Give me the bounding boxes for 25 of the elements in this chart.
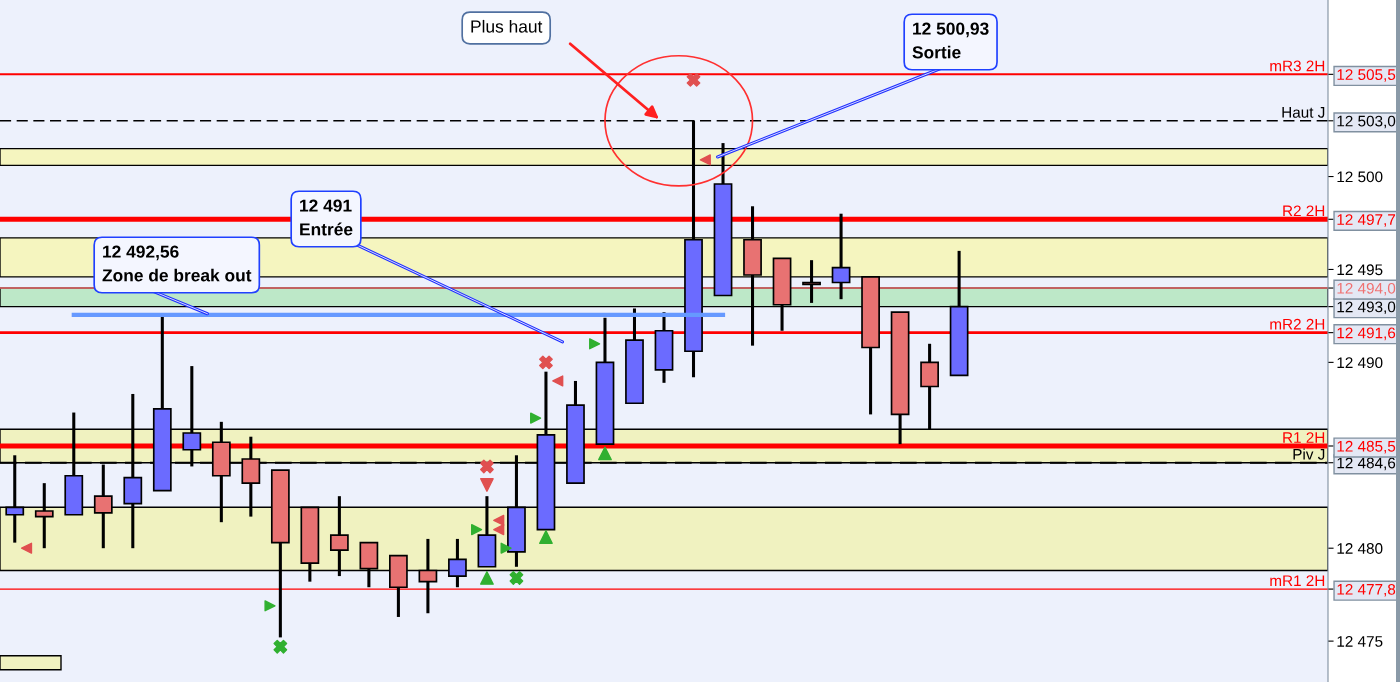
- annotation: 12 492,56 Zone de break out: [102, 245, 252, 282]
- annotation: 12 491 Entrée: [300, 199, 353, 236]
- y-tick-label: 12 480: [1337, 543, 1383, 554]
- y-tick-label: 12 495: [1337, 264, 1383, 276]
- ref-line-label: R2 2H: [1283, 205, 1325, 217]
- ref-line-label: R1 2H: [1283, 432, 1325, 443]
- ref-line-label: mR2 2H: [1270, 318, 1325, 330]
- y-tick-label: 12 477,8: [1337, 583, 1396, 597]
- y-tick-label: 12 484,6: [1337, 457, 1396, 471]
- ref-line-label: Haut J: [1282, 107, 1325, 118]
- y-tick-label: 12 493,0: [1337, 301, 1396, 315]
- y-tick-label: 12 500: [1337, 171, 1383, 183]
- y-tick-label: 12 491,6: [1337, 327, 1396, 341]
- y-tick-label: 12 485,5: [1337, 440, 1396, 454]
- ref-line-label: mR1 2H: [1270, 575, 1325, 586]
- y-tick-label: 12 503,0: [1337, 115, 1396, 129]
- annotation: Plus haut: [471, 19, 543, 33]
- annotation: 12 500,93 Sortie: [912, 22, 989, 59]
- y-tick-label: 12 497,7: [1337, 214, 1396, 227]
- ref-line-label: mR3 2H: [1270, 60, 1325, 72]
- y-tick-label: 12 494,0: [1337, 282, 1396, 296]
- y-tick-label: 12 490: [1337, 357, 1383, 369]
- ref-line-label: Piv J: [1293, 448, 1325, 460]
- y-tick-label: 12 475: [1337, 635, 1383, 647]
- y-tick-label: 12 505,5: [1337, 69, 1396, 82]
